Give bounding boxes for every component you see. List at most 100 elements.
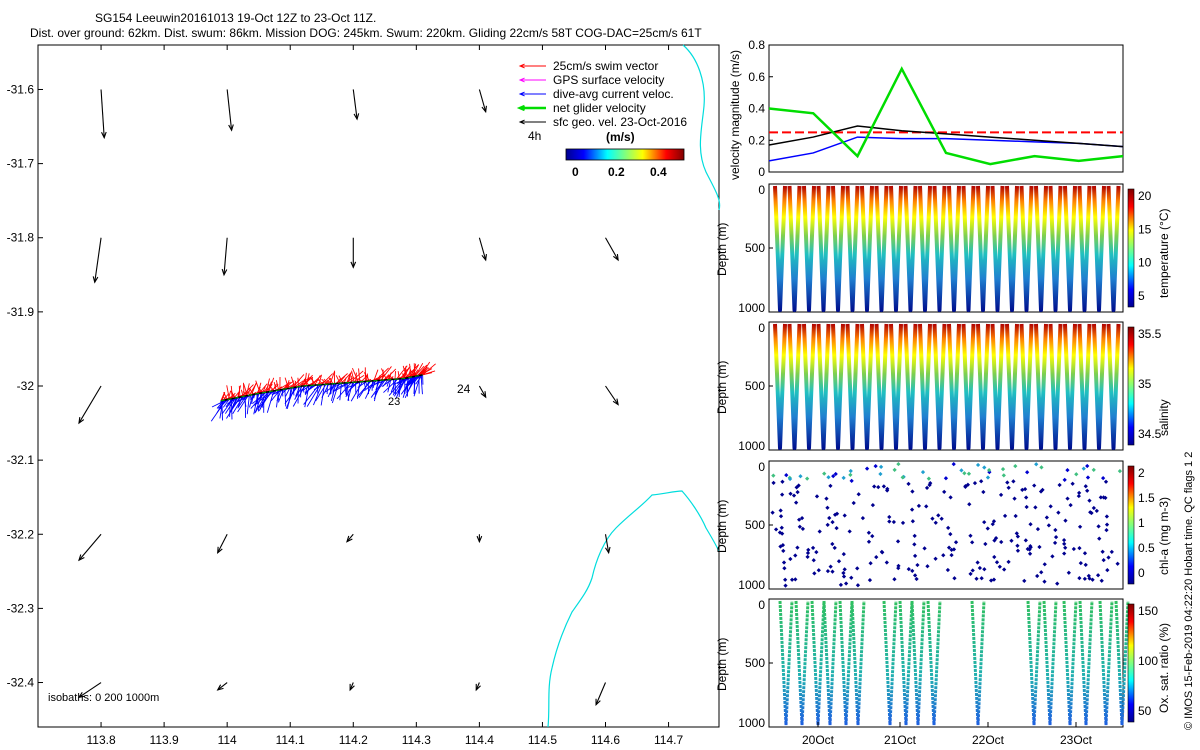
map-axes-box	[37, 44, 720, 728]
chl-dot-64	[872, 484, 877, 489]
chl-dot-233	[783, 577, 788, 582]
colorbar-label-3: Ox. sat. ratio (%)	[1157, 623, 1171, 713]
chl-dot-158	[847, 529, 852, 534]
chl-dot-129	[810, 545, 816, 551]
chl-dot-151	[1106, 555, 1111, 560]
geo-vector-9-head	[78, 417, 85, 425]
chl-dot-84	[946, 545, 952, 550]
chl-dot-218	[771, 480, 776, 486]
chl-dot-154	[1022, 578, 1027, 583]
ox-profile-3	[822, 600, 838, 726]
profile-ylabel-2: Depth (m)	[715, 500, 729, 553]
chl-dot-277	[1057, 482, 1062, 488]
chl-dot-163	[982, 520, 987, 525]
profile-ylabel-0: Depth (m)	[715, 223, 729, 276]
swim-vector-42	[265, 378, 270, 393]
chl-dot-298	[1076, 493, 1081, 499]
chl-dot-94	[780, 479, 785, 484]
geo-vector-7-head	[481, 253, 487, 262]
chl-dot-76	[966, 471, 972, 476]
chl-dot-226	[933, 556, 938, 561]
current-vector-88	[315, 384, 327, 402]
colorbar-tick-1-0: 35.5	[1138, 327, 1162, 341]
chl-dot-79	[1117, 468, 1123, 474]
profile-ytick-label-1-0: 0	[758, 321, 765, 335]
geo-vector-2	[352, 89, 358, 120]
chl-dot-200	[906, 481, 911, 487]
ox-profile-6	[882, 600, 898, 726]
colorbar-tick-1-1: 35	[1138, 377, 1152, 391]
colorbar-tick-2-3: 0.5	[1138, 541, 1155, 555]
current-vector-139	[383, 378, 399, 393]
geo-vector-0	[100, 89, 105, 138]
title-line-1: SG154 Leeuwin20161013 19-Oct 12Z to 23-O…	[95, 11, 376, 25]
colorbar-tick-2-4: 0	[1138, 566, 1145, 580]
chl-dot-287	[784, 473, 789, 478]
chl-dot-286	[1085, 488, 1090, 493]
geo-vector-17	[78, 682, 102, 698]
current-vector-106	[336, 382, 352, 400]
swim-vector-14	[230, 390, 237, 399]
map-xtick-label-5: 114.3	[402, 733, 431, 747]
chl-dot-31	[1099, 578, 1104, 583]
chl-dot-211	[1090, 577, 1095, 582]
chl-dot-5	[1100, 549, 1105, 554]
chl-dot-138	[1044, 515, 1049, 520]
colorbar-tick-0: 0	[572, 165, 579, 179]
colorbar-tick-1-2: 34.5	[1138, 427, 1162, 441]
chl-dot-243	[933, 520, 938, 525]
chl-dot-278	[914, 576, 919, 582]
chl-dot-205	[836, 559, 842, 564]
swim-vector-140	[397, 371, 400, 379]
chl-dot-178	[928, 481, 933, 486]
chl-dot-15	[946, 525, 951, 531]
geo-vector-3	[478, 89, 487, 112]
swim-vector-83	[318, 374, 322, 385]
geo-vector-4-head	[92, 276, 99, 284]
swim-vector-31	[248, 387, 254, 395]
chl-dot-297	[1089, 510, 1094, 516]
chl-dot-271	[1022, 486, 1028, 492]
title-line-2: Dist. over ground: 62km. Dist. swum: 86k…	[30, 26, 702, 40]
chl-dot-72	[860, 516, 866, 521]
profile-zigzag-1-10	[918, 323, 932, 450]
swim-vector-73	[304, 372, 307, 386]
chl-dot-28	[974, 576, 979, 581]
chl-dot-136	[1015, 543, 1020, 548]
chl-dot-187	[926, 476, 931, 481]
chl-dot-221	[989, 578, 994, 583]
chl-dot-183	[1082, 576, 1087, 581]
legend-arrow-4-head	[518, 119, 525, 125]
current-vector-27	[246, 395, 250, 415]
profile-zigzag-0-11	[932, 185, 947, 312]
map-ytick-label-6: -32.2	[7, 527, 35, 541]
time-x-ticks: 20Oct 21Oct 22Oct 23Oct	[802, 722, 1093, 747]
swim-vector-90	[323, 378, 330, 385]
geo-vector-16-head	[604, 546, 611, 555]
profile-zigzag-1-11	[932, 323, 947, 450]
current-vector-56	[277, 389, 285, 403]
chl-dot-162	[830, 520, 835, 525]
chl-dot-190	[1035, 527, 1041, 532]
profile-ytick-label-1-1: 500	[745, 379, 765, 393]
swim-vector-165	[414, 362, 424, 377]
chl-dot-107	[1012, 496, 1017, 501]
profile-zigzag-1-3	[816, 323, 831, 450]
colorbar-tick-0-3: 5	[1138, 289, 1145, 303]
profile-zigzag-1-18	[1034, 323, 1048, 450]
chl-dot-231	[1105, 568, 1110, 573]
chl-dot-116	[1085, 463, 1090, 469]
chl-dot-170	[912, 542, 917, 547]
vel-ytick-label-0: 0	[758, 165, 765, 179]
geo-vector-21-head	[595, 698, 601, 707]
chl-dot-276	[920, 470, 926, 475]
ox-profile-14	[1078, 600, 1094, 726]
chl-dot-103	[817, 529, 822, 534]
chl-dot-49	[855, 566, 860, 571]
chl-dot-292	[816, 568, 821, 573]
chl-dot-95	[1025, 470, 1030, 475]
geo-vector-18-head	[216, 684, 224, 691]
chl-dot-263	[796, 483, 801, 488]
legend-label-3: net glider velocity	[553, 101, 646, 115]
